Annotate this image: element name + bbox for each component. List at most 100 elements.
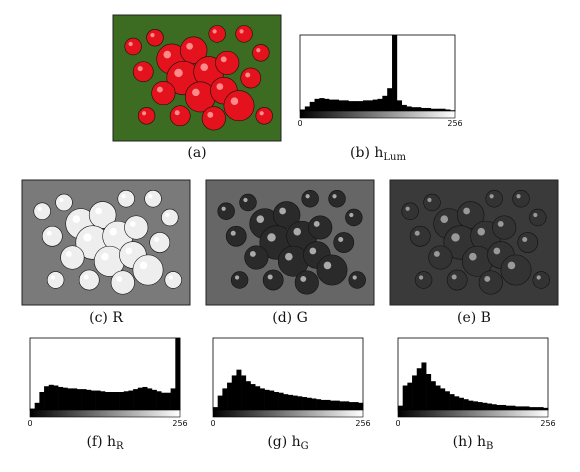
berry [428, 245, 453, 270]
berry-highlight [37, 206, 42, 211]
histogram-bar [288, 394, 293, 410]
berry [78, 269, 100, 291]
histogram-bar [30, 408, 35, 410]
berry-highlight [239, 29, 244, 34]
histogram-bar [358, 101, 364, 111]
berry-highlight [216, 83, 224, 90]
histogram-bar [325, 399, 331, 410]
berry-highlight [259, 111, 264, 116]
berry [301, 190, 319, 208]
histogram-bar [333, 99, 340, 111]
berry [492, 215, 517, 240]
berry [46, 271, 65, 289]
photo [21, 179, 191, 306]
histogram-bar [430, 381, 436, 410]
berry-highlight [128, 41, 133, 47]
berry-highlight [186, 42, 193, 50]
berry-highlight [338, 236, 344, 242]
x-tick-label: 256 [355, 419, 370, 428]
histogram-bar [151, 389, 157, 410]
histogram-bar [259, 388, 265, 410]
berry-highlight [451, 274, 457, 280]
berry-highlight [522, 236, 528, 242]
berry-highlight [352, 275, 357, 280]
histogram-bar [344, 401, 350, 410]
berry [132, 61, 154, 83]
x-tick-label: 0 [297, 119, 302, 128]
berry-highlight [427, 197, 432, 203]
histogram-bar [519, 406, 525, 410]
berry [208, 25, 226, 43]
histogram-bar [39, 392, 45, 410]
histogram-bar [44, 386, 50, 410]
caption: (g) hG [267, 434, 308, 452]
caption-subscript: G [301, 441, 309, 452]
berry-highlight [200, 63, 209, 71]
berry [215, 50, 240, 75]
histogram-bar [292, 395, 298, 410]
berry [333, 232, 355, 253]
berry [149, 232, 171, 253]
histogram-bar [273, 392, 279, 410]
berry-highlight [349, 212, 354, 218]
berry [316, 254, 348, 286]
berry-highlight [230, 230, 236, 236]
histogram-bar [241, 375, 247, 410]
berry [137, 107, 156, 125]
histogram-bar [311, 398, 317, 410]
berry-highlight [156, 86, 163, 93]
histogram-bar [62, 387, 68, 410]
berry [423, 193, 441, 212]
berry [446, 269, 468, 291]
x-tick-label: 256 [540, 419, 555, 428]
histogram-bar [236, 369, 242, 410]
berry-highlight [83, 274, 89, 280]
histogram-bar [302, 397, 308, 410]
histogram-bar [105, 392, 110, 410]
histogram-bar [450, 110, 456, 111]
berry-highlight [243, 197, 248, 203]
caption-subscript: Lum [383, 152, 406, 163]
berry [414, 271, 433, 289]
berry-highlight [533, 212, 538, 218]
berry-highlight [234, 275, 240, 280]
histogram-bar [128, 390, 134, 410]
histogram-bar [444, 391, 450, 410]
caption: (c) R [89, 310, 123, 326]
histogram-bar [362, 100, 369, 111]
histogram-bar [309, 101, 315, 111]
histogram-bar [407, 382, 413, 410]
histogram-bar [338, 100, 344, 111]
histogram-bar [411, 107, 417, 111]
berry-highlight [493, 247, 501, 255]
berry [225, 225, 247, 247]
berry [272, 201, 301, 229]
histogram-bar [358, 402, 364, 410]
histogram-bar [324, 98, 330, 111]
histogram-bar [353, 101, 359, 111]
berry-highlight [249, 251, 256, 257]
berry [235, 25, 253, 43]
berry [161, 208, 179, 227]
berry-highlight [309, 247, 317, 255]
histogram-bar [425, 107, 432, 111]
berry [41, 225, 63, 247]
histogram-bar [435, 385, 441, 410]
berry-highlight [165, 212, 170, 218]
caption: (a) [187, 145, 206, 161]
histogram-bar [100, 391, 106, 410]
berry-highlight [433, 251, 440, 257]
caption: (f) hR [86, 434, 124, 452]
berry-highlight [497, 221, 504, 227]
histogram-bar [396, 100, 403, 111]
berry [146, 28, 164, 47]
berry [512, 190, 530, 208]
x-tick-label: 256 [447, 119, 462, 128]
berry-highlight [174, 68, 183, 78]
berry-highlight [279, 207, 286, 215]
histogram-bar [90, 390, 96, 410]
berry [529, 208, 547, 227]
histogram-bar [306, 397, 312, 410]
histogram-bar [543, 407, 549, 410]
caption: (d) G [272, 310, 308, 326]
